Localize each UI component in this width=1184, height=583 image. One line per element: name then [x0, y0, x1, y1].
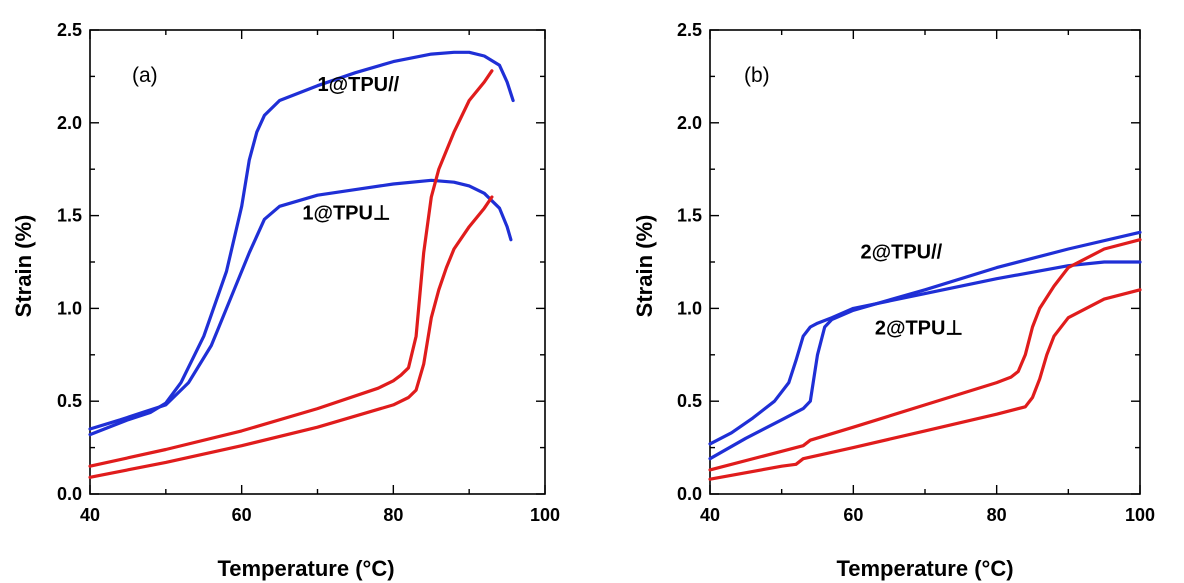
panel-a-x-tick-label: 60 — [232, 505, 252, 525]
panel-a-x-tick-label: 80 — [383, 505, 403, 525]
panel-b-annotation-1: 2@TPU// — [861, 241, 943, 263]
panel-b-series-line-4 — [708, 288, 1142, 481]
panel-b-x-tick-label: 100 — [1125, 505, 1155, 525]
panel-a-series-line-4 — [88, 195, 494, 479]
panel-a-y-tick-label: 2.5 — [57, 20, 82, 40]
panel-b-y-tick-label: 1.0 — [677, 298, 702, 318]
panel-b-series-line-2 — [708, 230, 1142, 461]
panel-b-y-tick-label: 0.0 — [677, 484, 702, 504]
panel-b-x-tick-label: 40 — [700, 505, 720, 525]
panel-b-y-axis-title: Strain (%) — [632, 215, 657, 318]
panel-b-series-line-1 — [708, 260, 1142, 446]
panel-b-y-tick-label: 1.5 — [677, 206, 702, 226]
panel-a-series-line-1 — [88, 50, 515, 437]
panel-a-x-tick-label: 100 — [530, 505, 560, 525]
panel-b-label: (b) — [744, 64, 770, 87]
panel-b-y-tick-label: 2.5 — [677, 20, 702, 40]
panel-b-x-tick-label: 60 — [843, 505, 863, 525]
panel-a: Strain (%) Temperature (°C) (a) 40 60 80 10… — [11, 20, 560, 581]
panel-a-y-tick-label: 0.5 — [57, 391, 82, 411]
panel-a-series-line-3 — [88, 69, 494, 468]
panel-a-series-line-2 — [88, 178, 513, 431]
panel-a-annotation-1: 1@TPU// — [318, 74, 400, 96]
panel-b: Strain (%) Temperature (°C) (b) 40 60 80 10… — [632, 20, 1155, 581]
panel-a-y-axis-title: Strain (%) — [11, 215, 36, 318]
panel-b-y-tick-label: 2.0 — [677, 113, 702, 133]
panel-b-annotation-2: 2@TPU⊥ — [875, 317, 963, 339]
panel-a-y-tick-label: 2.0 — [57, 113, 82, 133]
panel-a-label: (a) — [132, 64, 158, 87]
panel-a-annotation-2: 1@TPU⊥ — [302, 202, 390, 224]
panel-a-x-axis-title: Temperature (°C) — [217, 556, 394, 581]
panel-a-y-tick-label: 1.0 — [57, 298, 82, 318]
panel-a-y-tick-label: 1.5 — [57, 206, 82, 226]
panel-b-x-axis-title: Temperature (°C) — [836, 556, 1013, 581]
panel-a-y-tick-label: 0.0 — [57, 484, 82, 504]
panel-a-plot-frame — [89, 29, 546, 495]
panel-a-x-tick-label: 40 — [80, 505, 100, 525]
panel-b-x-tick-label: 80 — [987, 505, 1007, 525]
panel-b-y-tick-label: 0.5 — [677, 391, 702, 411]
panel-b-series-line-3 — [708, 238, 1142, 472]
